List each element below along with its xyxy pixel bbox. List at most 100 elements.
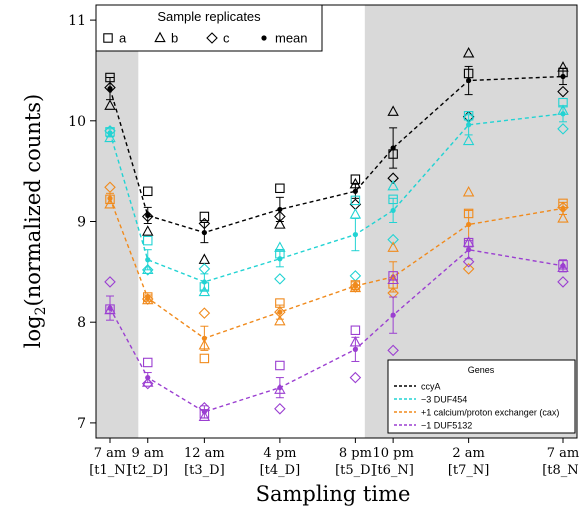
replicate-c-point	[141, 293, 154, 305]
series-line	[109, 198, 564, 340]
y-axis-label-main: log	[21, 315, 45, 348]
legend-label-b: b	[171, 31, 178, 46]
mean-point	[107, 305, 113, 311]
mean-point	[466, 221, 472, 228]
x-tick-label: 7 am	[94, 446, 126, 461]
mean-point	[466, 247, 472, 253]
mean-point	[277, 256, 283, 262]
replicate-c-point	[198, 263, 211, 275]
y-axis: 7 8 9 10 11	[68, 13, 96, 432]
replicate-a-point	[105, 194, 115, 205]
genes-legend-label: −1 DUF5132	[421, 421, 472, 431]
replicate-c-point	[104, 125, 116, 137]
mean-point	[201, 409, 207, 415]
legend-symbol-b	[154, 31, 166, 43]
mean-point	[201, 229, 207, 236]
mean-point	[390, 207, 396, 214]
replicate-a-point	[388, 271, 398, 281]
mean-point	[390, 312, 396, 318]
genes-legend-box	[387, 359, 576, 434]
mean-point	[560, 205, 566, 212]
replicate-c-point	[104, 81, 116, 94]
replicate-b-point	[142, 263, 154, 274]
replicate-c-point	[349, 371, 362, 384]
replicate-b-point	[198, 253, 211, 264]
replicate-b-point	[104, 198, 116, 209]
replicate-c-point	[141, 210, 154, 223]
x-tick-sublabel: [t4_D]	[260, 463, 301, 478]
legend-symbol-mean	[261, 35, 267, 41]
mean-point	[560, 263, 566, 269]
replicate-b-point	[349, 177, 362, 189]
replicate-c-point	[274, 273, 286, 285]
replicate-c-point	[387, 233, 399, 246]
replicate-a-point	[105, 72, 115, 83]
legend-label-a: a	[119, 31, 127, 46]
replicate-a-point	[143, 186, 153, 197]
replicate-b-point	[387, 105, 399, 116]
x-tick-label: 8 pm	[339, 446, 372, 461]
replicate-c-point	[462, 256, 475, 268]
mean-point	[560, 73, 566, 80]
mean-point	[390, 145, 396, 151]
replicate-a-point	[350, 280, 361, 290]
replicate-b-point	[462, 236, 475, 247]
replicate-b-point	[462, 46, 475, 58]
replicate-a-point	[143, 292, 153, 302]
x-tick-sublabel: [t6_N]	[372, 463, 414, 478]
replicate-b-point	[104, 303, 116, 315]
mean-point	[352, 231, 358, 238]
replicate-a-point	[143, 235, 153, 246]
x-tick-sublabel: [t8_N]	[542, 463, 579, 478]
replicate-a-point	[350, 195, 361, 206]
replicate-c-point	[104, 181, 116, 194]
replicate-c-point	[557, 201, 569, 214]
replicate-c-point	[141, 264, 154, 276]
replicate-a-point	[463, 208, 474, 219]
mean-point	[145, 212, 151, 219]
mean-point	[145, 257, 151, 263]
legend-symbol-c	[206, 32, 218, 44]
series-lines	[109, 75, 564, 413]
mean-point	[145, 374, 151, 381]
x-tick-label: 12 am	[184, 446, 225, 461]
x-axis: 7 am [t1_N]9 am [t2_D] 12 am [t3_D] 4 pm [t4_D…	[89, 438, 579, 478]
legend-label-mean: mean	[275, 31, 308, 46]
y-axis-label: log2(normalized counts)	[21, 94, 49, 348]
genes-legend-label: −3 DUF454	[421, 395, 467, 405]
replicate-b-point	[557, 212, 569, 223]
replicate-c-point	[349, 270, 362, 282]
replicate-c-point	[557, 123, 569, 135]
replicate-c-point	[349, 281, 362, 293]
replicate-c-point	[387, 172, 399, 184]
mean-point	[352, 283, 358, 289]
mean-point	[107, 130, 113, 136]
replicate-b-point	[198, 410, 211, 422]
replicate-b-point	[198, 339, 211, 350]
genes-legend: Genes ccyA −3 DUF454 +1 calcium/proton exch…	[387, 359, 576, 434]
x-tick-label: 7 am	[547, 446, 579, 461]
x-tick-sublabel: [t3_D]	[184, 463, 225, 478]
replicate-c-point	[557, 276, 569, 288]
replicate-legend-box	[95, 4, 323, 52]
replicate-b-point	[387, 179, 399, 191]
replicate-b-point	[462, 185, 475, 197]
x-tick-sublabel: [t7_N]	[448, 463, 490, 478]
replicate-c-point	[274, 210, 286, 223]
replicate-c-point	[274, 306, 286, 318]
replicate-c-point	[274, 403, 286, 415]
mean-point	[466, 77, 472, 84]
mean-point	[277, 385, 283, 391]
replicate-c-point	[387, 344, 399, 357]
mean-point	[560, 111, 566, 117]
replicate-c-point	[198, 217, 211, 230]
replicate-b-point	[274, 241, 286, 252]
genes-legend-title: Genes	[468, 365, 495, 375]
replicate-a-point	[350, 325, 361, 336]
replicate-b-point	[274, 383, 286, 394]
replicate-legend-title: Sample replicates	[157, 9, 261, 24]
legend-symbol-a	[103, 33, 113, 43]
mean-point	[277, 309, 283, 315]
x-tick-sublabel: [t5_D]	[335, 463, 376, 478]
